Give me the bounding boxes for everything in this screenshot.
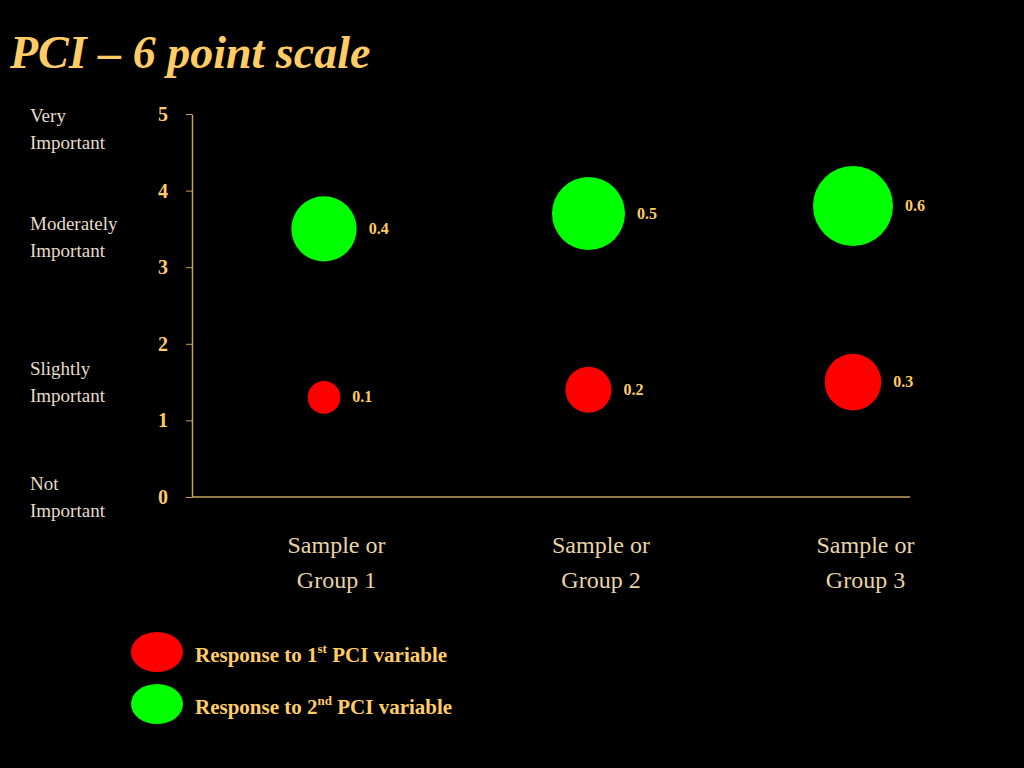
data-label: 0.4 bbox=[369, 220, 389, 237]
y-tick-mark bbox=[186, 191, 192, 192]
bubble bbox=[552, 177, 625, 250]
bubble bbox=[308, 381, 341, 414]
legend-swatch bbox=[131, 632, 183, 672]
data-label: 0.1 bbox=[352, 388, 372, 405]
y-tick-label: 4 bbox=[158, 180, 168, 202]
y-tick-mark bbox=[186, 114, 192, 115]
y-level-label: SlightlyImportant bbox=[30, 358, 106, 406]
y-level-label: ModeratelyImportant bbox=[30, 213, 118, 261]
y-level-label: NotImportant bbox=[30, 473, 106, 521]
series bbox=[291, 166, 893, 262]
legend-label: Response to 2nd PCI variable bbox=[195, 693, 452, 719]
x-tick-label: Sample orGroup 2 bbox=[552, 532, 650, 593]
y-tick: 4 bbox=[158, 180, 192, 202]
x-tick: Sample orGroup 3 bbox=[817, 532, 915, 593]
title: PCI – 6 point scale bbox=[9, 27, 370, 78]
y-tick-label: 5 bbox=[158, 103, 168, 125]
y-tick-mark bbox=[186, 344, 192, 345]
y-axis-line bbox=[192, 115, 194, 498]
x-tick-label: Sample orGroup 3 bbox=[817, 532, 915, 593]
y-level-labels: VeryImportant ModeratelyImportant Slightly… bbox=[30, 105, 118, 521]
data-label: 0.3 bbox=[893, 373, 913, 390]
y-tick-label: 1 bbox=[158, 409, 168, 431]
plot-area bbox=[291, 166, 893, 414]
y-tick-mark bbox=[186, 420, 192, 421]
data-label: 0.6 bbox=[905, 197, 925, 214]
bubble bbox=[565, 367, 611, 413]
bubble bbox=[825, 354, 882, 411]
series bbox=[308, 354, 882, 414]
y-tick: 3 bbox=[158, 256, 192, 278]
y-tick-label: 0 bbox=[158, 486, 168, 508]
y-tick-label: 2 bbox=[158, 333, 168, 355]
data-labels: 0.1 0.2 0.3 0.4 0.5 0.6 bbox=[352, 197, 925, 406]
y-tick: 1 bbox=[158, 409, 192, 431]
legend: Response to 1st PCI variable Response to … bbox=[131, 632, 452, 724]
x-tick: Sample orGroup 2 bbox=[552, 532, 650, 593]
y-tick-label: 3 bbox=[158, 256, 168, 278]
y-tick: 2 bbox=[158, 333, 192, 355]
y-tick: 5 bbox=[158, 103, 192, 125]
bubble bbox=[813, 166, 893, 246]
data-label: 0.5 bbox=[637, 205, 657, 222]
data-label: 0.2 bbox=[624, 381, 644, 398]
legend-swatch bbox=[131, 684, 183, 724]
x-axis-line bbox=[192, 496, 910, 498]
bubble bbox=[291, 196, 356, 261]
y-level-label: VeryImportant bbox=[30, 105, 106, 153]
y-tick-mark bbox=[186, 267, 192, 268]
legend-label: Response to 1st PCI variable bbox=[195, 641, 447, 667]
x-tick-label: Sample orGroup 1 bbox=[288, 532, 386, 593]
y-tick-mark bbox=[186, 497, 192, 498]
chart: PCI – 6 point scale 0 1 2 3 4 5 VeryImportant Mo… bbox=[0, 0, 1024, 768]
y-axis: 0 1 2 3 4 5 bbox=[158, 103, 193, 508]
y-tick: 0 bbox=[158, 486, 192, 508]
x-axis: Sample orGroup 1 Sample orGroup 2 Sample o… bbox=[288, 532, 915, 593]
x-tick: Sample orGroup 1 bbox=[288, 532, 386, 593]
background bbox=[0, 0, 1024, 768]
